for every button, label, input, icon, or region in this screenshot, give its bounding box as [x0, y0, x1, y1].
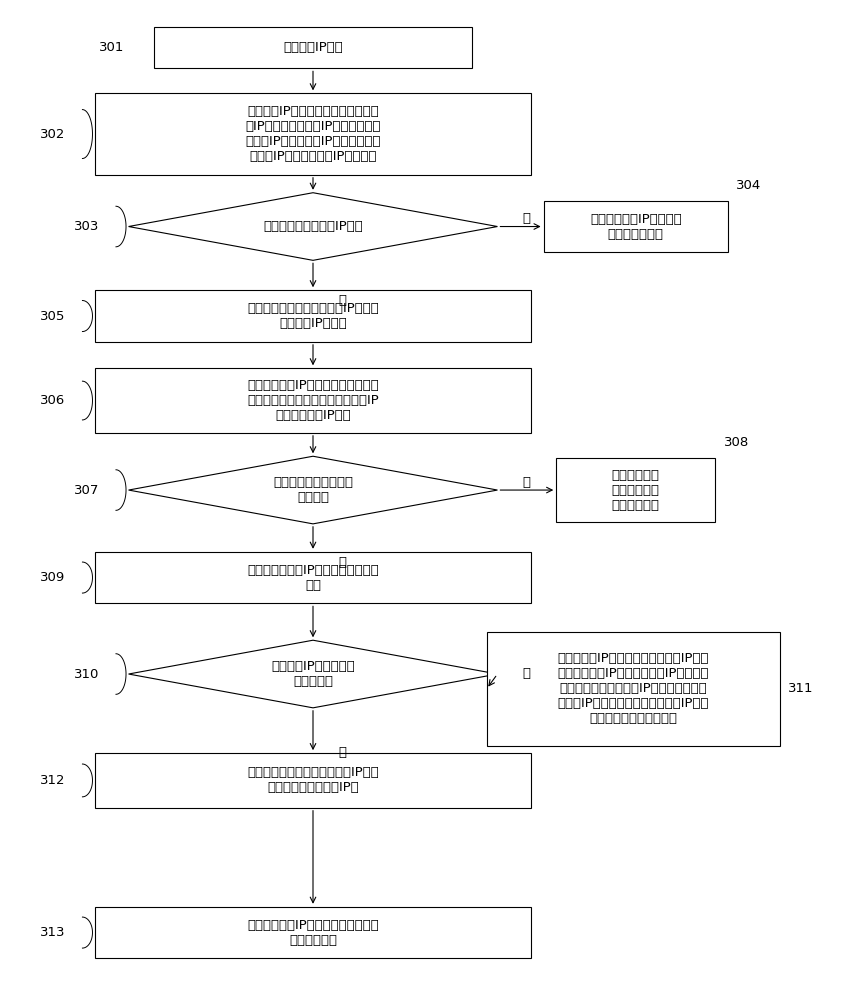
- Text: 是: 是: [338, 556, 346, 569]
- Text: 302: 302: [41, 128, 66, 141]
- Text: 分别对所述多个IP地址进行域名在线
查询: 分别对所述多个IP地址进行域名在线 查询: [247, 564, 379, 592]
- Text: 所述多个IP地址的域名
是否均相同: 所述多个IP地址的域名 是否均相同: [271, 660, 354, 688]
- Text: 是: 是: [522, 212, 531, 225]
- Text: 建立所述第一IP族和查询到的域名之
间的映射关系: 建立所述第一IP族和查询到的域名之 间的映射关系: [247, 919, 379, 947]
- Text: 307: 307: [73, 484, 100, 497]
- Text: 310: 310: [73, 668, 100, 681]
- Text: 309: 309: [41, 571, 66, 584]
- Text: 305: 305: [41, 310, 66, 323]
- FancyBboxPatch shape: [486, 632, 780, 746]
- FancyBboxPatch shape: [154, 27, 473, 68]
- FancyBboxPatch shape: [95, 93, 531, 175]
- Polygon shape: [128, 456, 497, 524]
- FancyBboxPatch shape: [95, 907, 531, 958]
- Text: 308: 308: [724, 436, 749, 449]
- Text: 否: 否: [522, 667, 531, 680]
- Text: 根据相邻度，确定所述第一IP地址所
属的第一IP地址段: 根据相邻度，确定所述第一IP地址所 属的第一IP地址段: [247, 302, 379, 330]
- FancyBboxPatch shape: [95, 552, 531, 603]
- FancyBboxPatch shape: [95, 368, 531, 433]
- Text: 选取所述第一IP地址段的中心点、上
边界点、下边界点和随机位置点的IP
地址作为多个IP地址: 选取所述第一IP地址段的中心点、上 边界点、下边界点和随机位置点的IP 地址作为…: [247, 379, 379, 422]
- Text: 返回查询到的IP族对应的
域名，处理结束: 返回查询到的IP族对应的 域名，处理结束: [590, 213, 682, 241]
- Text: 获取第一IP地址: 获取第一IP地址: [283, 41, 343, 54]
- Text: 否: 否: [522, 476, 531, 489]
- Polygon shape: [128, 640, 497, 708]
- FancyBboxPatch shape: [544, 201, 728, 252]
- Text: 否: 否: [338, 294, 346, 307]
- Text: 查询全局IP资源池中是否包含所述第
一IP地址，所述全局IP资源池包括至
少一个IP族以及每个IP族对应的域名
，每个IP族由至少一个IP地址确定: 查询全局IP资源池中是否包含所述第 一IP地址，所述全局IP资源池包括至 少一个…: [246, 105, 381, 163]
- Text: 将所述第一IP地址段中域名与其他IP地址
的域名不同的IP地址作为第二IP地址，调
整相邻度，以所述第二IP地址为中心点确
定第二IP地址段，继续在所述第二IP: 将所述第一IP地址段中域名与其他IP地址 的域名不同的IP地址作为第二IP地址，…: [558, 652, 709, 725]
- Text: 是: 是: [338, 746, 346, 759]
- Text: 是否查询到所述第一IP地址: 是否查询到所述第一IP地址: [263, 220, 363, 233]
- FancyBboxPatch shape: [556, 458, 716, 522]
- Text: 306: 306: [41, 394, 66, 407]
- Text: 查询域名在线查询服务
是否可用: 查询域名在线查询服务 是否可用: [273, 476, 353, 504]
- Text: 311: 311: [788, 682, 814, 695]
- Text: 312: 312: [41, 774, 66, 787]
- Text: 304: 304: [737, 179, 761, 192]
- Text: 303: 303: [73, 220, 100, 233]
- FancyBboxPatch shape: [95, 290, 531, 342]
- Text: 返回域名在线
查询服务不可
用，结束查询: 返回域名在线 查询服务不可 用，结束查询: [612, 469, 660, 512]
- Text: 使用散列哈希表，将所述多个IP地址
作为键值保存为第一IP族: 使用散列哈希表，将所述多个IP地址 作为键值保存为第一IP族: [247, 766, 379, 794]
- FancyBboxPatch shape: [95, 753, 531, 808]
- Text: 301: 301: [99, 41, 124, 54]
- Polygon shape: [128, 193, 497, 260]
- Text: 313: 313: [41, 926, 66, 939]
